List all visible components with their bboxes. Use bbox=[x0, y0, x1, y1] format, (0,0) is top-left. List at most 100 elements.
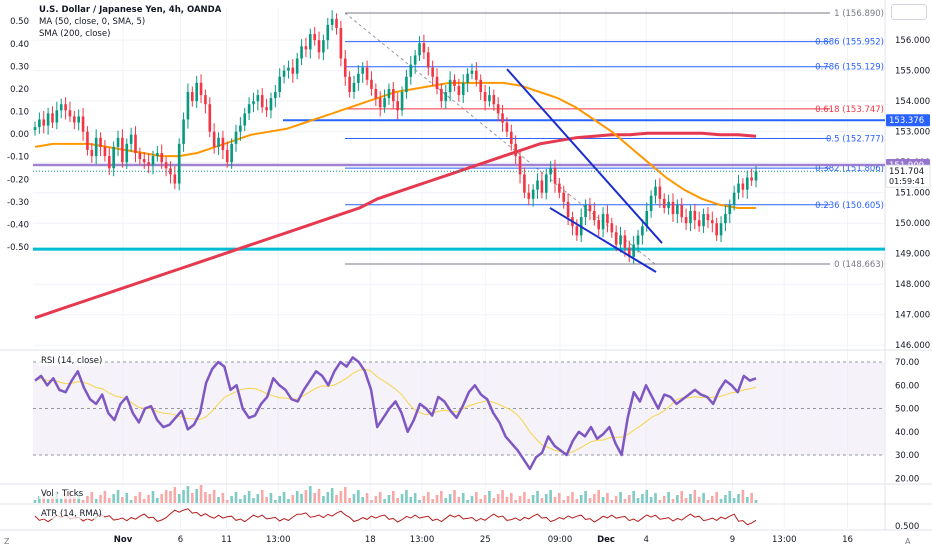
candle-body bbox=[649, 195, 653, 212]
candle-body bbox=[422, 43, 426, 53]
candle bbox=[413, 49, 417, 74]
candle bbox=[627, 240, 631, 263]
candle-body bbox=[86, 131, 89, 150]
rsi-tick-label: 60.00 bbox=[895, 381, 919, 391]
candle bbox=[361, 62, 365, 83]
candle-body bbox=[94, 137, 98, 157]
candle-body bbox=[77, 116, 81, 123]
volume-bar bbox=[724, 495, 727, 503]
candle-body bbox=[46, 113, 50, 126]
candle bbox=[204, 89, 207, 114]
candle bbox=[330, 10, 334, 31]
volume-bar bbox=[38, 496, 41, 503]
candle bbox=[269, 92, 273, 119]
candle-body bbox=[186, 92, 190, 120]
volume-bar bbox=[156, 498, 159, 503]
candle-body bbox=[304, 46, 308, 50]
candle bbox=[405, 69, 408, 99]
candle-body bbox=[239, 125, 242, 132]
candle-body bbox=[558, 183, 561, 193]
candle-body bbox=[33, 127, 37, 131]
candle-body bbox=[540, 180, 544, 193]
volume-bar bbox=[571, 492, 574, 503]
legend-atr[interactable]: ATR (14, RMA) bbox=[39, 509, 104, 519]
candle-body bbox=[444, 92, 448, 102]
candle-body bbox=[287, 67, 290, 71]
legend-ma[interactable]: MA (50, close, 0, SMA, 5) bbox=[39, 17, 146, 27]
candle-body bbox=[295, 58, 299, 74]
timezone-toggle[interactable]: Z bbox=[4, 537, 10, 546]
volume-bar bbox=[287, 499, 290, 503]
candle-body bbox=[418, 43, 421, 56]
candle-body bbox=[265, 107, 268, 111]
legend-rsi[interactable]: RSI (14, close) bbox=[39, 356, 105, 366]
volume-bar bbox=[121, 497, 124, 503]
candle-body bbox=[400, 92, 404, 111]
grid bbox=[0, 0, 932, 531]
candle bbox=[719, 216, 723, 243]
candle-body bbox=[724, 214, 727, 224]
candle-body bbox=[112, 146, 115, 169]
pct-tick-label: -0.10 bbox=[7, 153, 29, 163]
candle-body bbox=[461, 82, 465, 96]
candle bbox=[129, 127, 133, 152]
rsi-pane bbox=[34, 356, 757, 471]
candle bbox=[400, 86, 404, 116]
candle-body bbox=[252, 101, 255, 105]
rsi-background bbox=[33, 361, 885, 456]
candle bbox=[593, 202, 596, 226]
candle-body bbox=[601, 214, 605, 230]
legend-symbol[interactable]: U.S. Dollar / Japanese Yen, 4h, OANDA bbox=[39, 5, 222, 15]
volume-bar bbox=[243, 495, 247, 503]
candle bbox=[702, 208, 705, 233]
volume-bar bbox=[475, 492, 478, 503]
volume-bar bbox=[99, 495, 102, 503]
candle bbox=[440, 83, 443, 108]
auto-scale-toggle[interactable]: A bbox=[905, 537, 911, 546]
horizontal-levels[interactable] bbox=[33, 119, 885, 251]
candle-body bbox=[247, 104, 251, 114]
currency-button[interactable] bbox=[891, 4, 927, 20]
time-tick-label: 16 bbox=[842, 535, 853, 545]
candle-body bbox=[212, 131, 216, 147]
candle bbox=[470, 63, 474, 80]
candle-body bbox=[636, 235, 640, 245]
candle bbox=[684, 208, 688, 230]
candle bbox=[689, 205, 692, 232]
candle bbox=[81, 107, 85, 141]
trend-channel[interactable] bbox=[506, 68, 663, 273]
candle-body bbox=[702, 214, 705, 227]
volume-bar bbox=[317, 489, 321, 503]
legend-sma[interactable]: SMA (200, close) bbox=[39, 29, 111, 39]
candle bbox=[125, 138, 129, 169]
volume-bar bbox=[142, 499, 146, 503]
volume-bar bbox=[322, 496, 325, 503]
candle-body bbox=[190, 92, 194, 102]
volume-bar bbox=[492, 498, 496, 503]
candle bbox=[549, 161, 552, 183]
candle bbox=[697, 211, 701, 232]
candle bbox=[435, 68, 439, 95]
candle-body bbox=[169, 168, 172, 175]
candle bbox=[313, 27, 316, 46]
axes: 146.000 147.000 148.000 149.000 150.000 151.0… bbox=[7, 17, 931, 545]
candle-body bbox=[405, 76, 408, 93]
price-tick-label: 156.000 bbox=[895, 36, 930, 46]
volume-bar bbox=[400, 494, 404, 503]
candle bbox=[461, 74, 465, 104]
volume-bar bbox=[619, 492, 622, 503]
candle bbox=[453, 74, 456, 92]
last-price-value: 151.704 bbox=[889, 167, 924, 177]
legend-vol[interactable]: Vol · Ticks bbox=[39, 489, 86, 499]
volume-bar bbox=[662, 496, 666, 503]
volume-bar bbox=[632, 491, 635, 503]
candle bbox=[667, 194, 670, 215]
candle-body bbox=[435, 76, 439, 89]
pct-tick-label: -0.30 bbox=[7, 198, 29, 208]
candle bbox=[151, 150, 155, 175]
candle-body bbox=[365, 67, 369, 80]
time-tick-label: Nov bbox=[114, 535, 133, 545]
candle-body bbox=[488, 95, 491, 102]
fibonacci-retracement[interactable]: 1 (156.890) 0.886 (155.952) 0.786 (155.129… bbox=[344, 9, 884, 270]
